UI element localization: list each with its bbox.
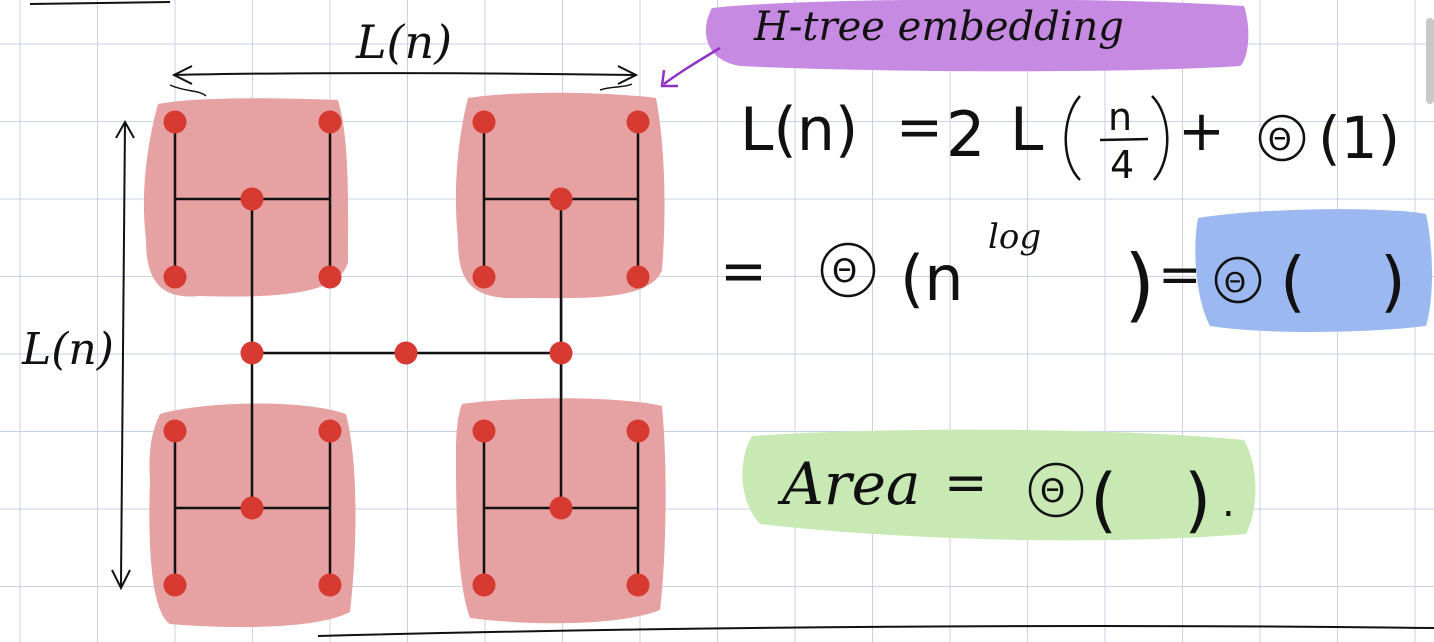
recurrence-constant: (1) [1318, 104, 1400, 172]
tree-node [318, 573, 342, 597]
tree-node [626, 265, 650, 289]
solution-open-paren-2: ( [1280, 243, 1306, 320]
h-tree-edges [173, 122, 640, 585]
tree-node [549, 187, 573, 211]
title-highlight [705, 0, 1249, 72]
tree-node [626, 419, 650, 443]
tree-node [240, 187, 264, 211]
recurrence-left-paren [1064, 95, 1081, 181]
tree-node [163, 110, 187, 134]
tree-node [472, 419, 496, 443]
recurrence-equals: = [896, 95, 943, 160]
scrollbar-thumb[interactable] [1426, 18, 1434, 104]
top-dimension-arrow [169, 65, 639, 97]
svg-text:Θ: Θ [1040, 472, 1065, 510]
solution-base: (n [900, 242, 963, 315]
side-dimension-arrow [111, 119, 135, 591]
recurrence-frac-bar [1099, 137, 1149, 142]
svg-text:Θ: Θ [1268, 123, 1292, 158]
tree-node [626, 573, 650, 597]
solution-theta-icon-2: Θ [1214, 256, 1262, 304]
area-close-paren: ) [1184, 459, 1211, 541]
tree-node [318, 110, 342, 134]
recurrence-L: L [1010, 95, 1044, 165]
svg-text:Θ: Θ [1224, 266, 1246, 299]
tree-node [394, 341, 418, 365]
top-dimension-label: L(n) [355, 15, 452, 69]
solution-close-paren: ) [1124, 238, 1155, 331]
tree-node [626, 110, 650, 134]
area-open-paren: ( [1090, 459, 1117, 541]
top-left-stroke [29, 1, 171, 5]
tree-node [163, 265, 187, 289]
recurrence-frac-denominator: 4 [1110, 143, 1134, 187]
tree-node [472, 265, 496, 289]
solution-exponent: log [988, 217, 1041, 257]
h-tree-nodes [163, 110, 650, 597]
svg-text:Θ: Θ [832, 252, 857, 290]
area-theta-icon: Θ [1028, 462, 1084, 518]
solution-equals-2: = [1158, 245, 1202, 305]
result-highlight [1195, 209, 1432, 332]
tree-node [472, 573, 496, 597]
recurrence-frac-numerator: n [1108, 95, 1132, 139]
tree-node [163, 419, 187, 443]
recurrence-coefficient: 2 [946, 98, 985, 171]
recurrence-right-paren [1151, 95, 1169, 181]
tree-node [549, 341, 573, 365]
recurrence-equation: L(n) = 2 L n 4 + Θ (1) [740, 95, 1400, 187]
tree-node [318, 265, 342, 289]
side-dimension-label: L(n) [21, 324, 114, 375]
area-highlight [742, 429, 1256, 541]
area-period: . [1222, 480, 1235, 526]
tree-node [472, 110, 496, 134]
tree-node [163, 573, 187, 597]
tree-node [240, 496, 264, 520]
solution-equals: = [720, 239, 767, 304]
recurrence-lhs: L(n) [740, 95, 858, 165]
title-pointer-arrow [660, 46, 721, 88]
bottom-ruling-line [317, 625, 1434, 637]
solution-theta-icon: Θ [820, 242, 876, 298]
area-equals: = [944, 453, 988, 513]
area-label: Area [777, 450, 921, 518]
area-equation: Area = Θ ( ) . [777, 450, 1235, 541]
solution-close-paren-2: ) [1380, 243, 1406, 320]
tree-node [549, 496, 573, 520]
tree-node [318, 419, 342, 443]
recurrence-plus: + [1178, 99, 1225, 164]
tree-node [240, 341, 264, 365]
solution-equation: = Θ (n log ) = Θ ( ) [720, 217, 1406, 331]
recurrence-theta-icon: Θ [1258, 114, 1306, 162]
page-title: H-tree embedding [753, 4, 1124, 50]
